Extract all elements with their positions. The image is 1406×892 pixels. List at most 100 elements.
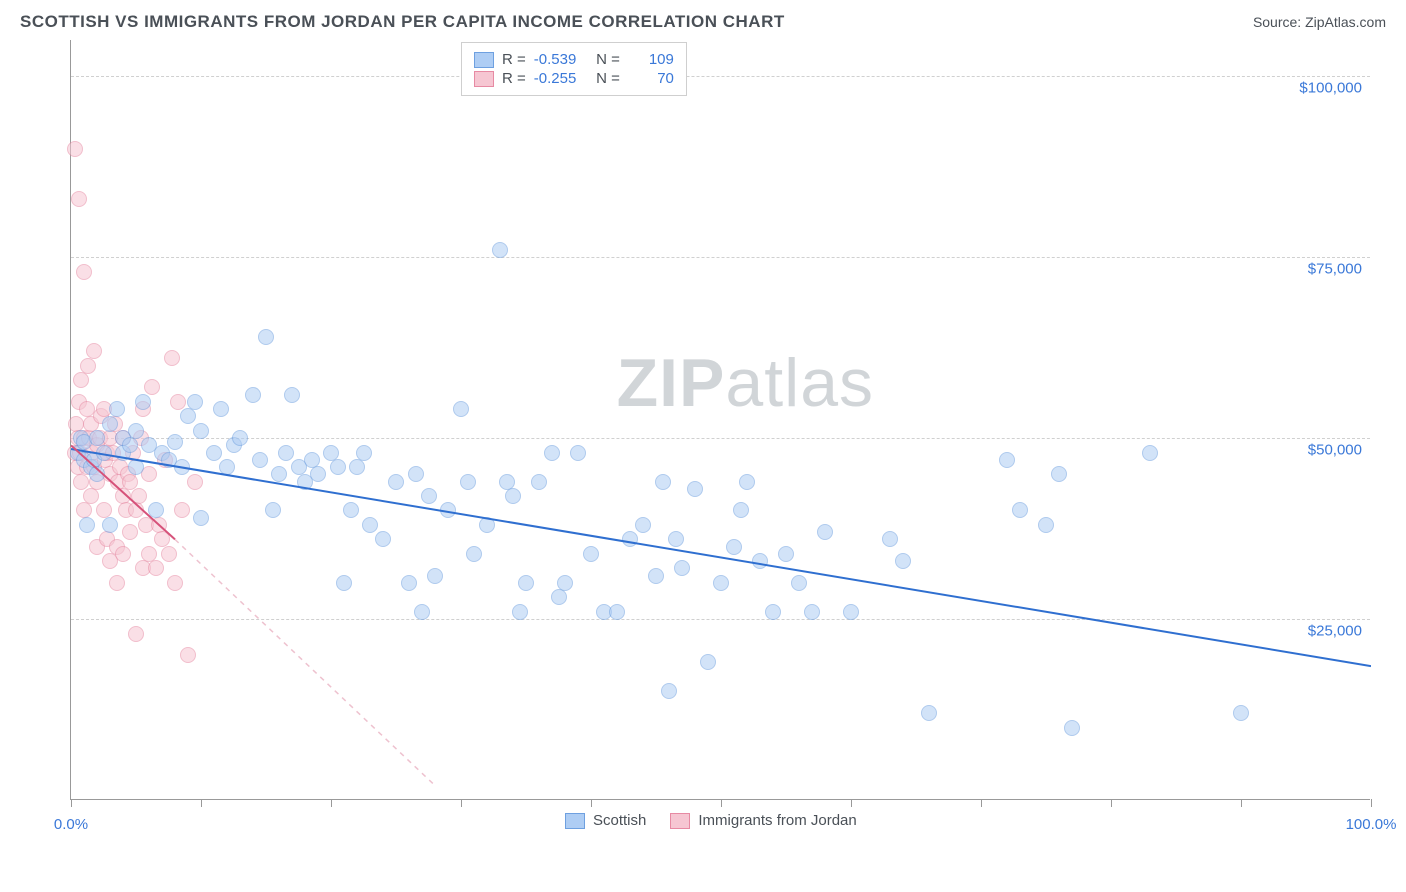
legend-swatch <box>474 52 494 68</box>
data-point <box>122 524 138 540</box>
data-point <box>206 445 222 461</box>
data-point <box>271 466 287 482</box>
chart-title: SCOTTISH VS IMMIGRANTS FROM JORDAN PER C… <box>20 12 785 32</box>
data-point <box>67 141 83 157</box>
data-point <box>421 488 437 504</box>
data-point <box>343 502 359 518</box>
data-point <box>700 654 716 670</box>
x-tick-label: 100.0% <box>1346 816 1397 833</box>
data-point <box>83 488 99 504</box>
data-point <box>713 575 729 591</box>
stats-row: R =-0.255 N =70 <box>474 70 674 87</box>
data-point <box>518 575 534 591</box>
data-point <box>1012 502 1028 518</box>
data-point <box>648 568 664 584</box>
data-point <box>213 401 229 417</box>
gridline <box>71 76 1370 77</box>
x-tick <box>591 799 592 807</box>
x-tick <box>721 799 722 807</box>
stat-r-value: -0.539 <box>534 51 580 68</box>
data-point <box>895 553 911 569</box>
x-tick <box>461 799 462 807</box>
data-point <box>882 531 898 547</box>
stat-r-value: -0.255 <box>534 70 580 87</box>
legend-swatch <box>474 71 494 87</box>
data-point <box>109 401 125 417</box>
data-point <box>466 546 482 562</box>
x-tick <box>851 799 852 807</box>
data-point <box>817 524 833 540</box>
stat-n-value: 109 <box>628 51 674 68</box>
data-point <box>778 546 794 562</box>
stat-n-label: N = <box>588 70 620 87</box>
data-point <box>661 683 677 699</box>
data-point <box>89 466 105 482</box>
data-point <box>531 474 547 490</box>
data-point <box>765 604 781 620</box>
data-point <box>544 445 560 461</box>
x-tick <box>1241 799 1242 807</box>
y-tick-label: $75,000 <box>1308 261 1362 278</box>
data-point <box>310 466 326 482</box>
data-point <box>148 502 164 518</box>
data-point <box>167 434 183 450</box>
data-point <box>440 502 456 518</box>
data-point <box>460 474 476 490</box>
data-point <box>622 531 638 547</box>
x-tick-label: 0.0% <box>54 816 88 833</box>
data-point <box>174 502 190 518</box>
data-point <box>375 531 391 547</box>
data-point <box>921 705 937 721</box>
stat-r-label: R = <box>502 70 526 87</box>
data-point <box>1233 705 1249 721</box>
data-point <box>408 466 424 482</box>
data-point <box>330 459 346 475</box>
data-point <box>232 430 248 446</box>
data-point <box>1064 720 1080 736</box>
data-point <box>388 474 404 490</box>
data-point <box>170 394 186 410</box>
data-point <box>401 575 417 591</box>
data-point <box>356 445 372 461</box>
data-point <box>80 358 96 374</box>
data-point <box>102 517 118 533</box>
data-point <box>453 401 469 417</box>
gridline <box>71 438 1370 439</box>
data-point <box>102 416 118 432</box>
source-label: Source: ZipAtlas.com <box>1253 14 1386 30</box>
data-point <box>843 604 859 620</box>
y-tick-label: $25,000 <box>1308 623 1362 640</box>
data-point <box>131 488 147 504</box>
data-point <box>252 452 268 468</box>
data-point <box>1142 445 1158 461</box>
data-point <box>193 423 209 439</box>
data-point <box>135 394 151 410</box>
data-point <box>109 575 125 591</box>
data-point <box>180 408 196 424</box>
stats-legend: R =-0.539 N =109R =-0.255 N =70 <box>461 42 687 96</box>
data-point <box>86 343 102 359</box>
data-point <box>115 546 131 562</box>
data-point <box>505 488 521 504</box>
data-point <box>733 502 749 518</box>
data-point <box>76 502 92 518</box>
data-point <box>557 575 573 591</box>
data-point <box>73 474 89 490</box>
data-point <box>245 387 261 403</box>
data-point <box>414 604 430 620</box>
data-point <box>570 445 586 461</box>
data-point <box>187 474 203 490</box>
y-tick-label: $50,000 <box>1308 442 1362 459</box>
data-point <box>791 575 807 591</box>
data-point <box>687 481 703 497</box>
data-point <box>609 604 625 620</box>
data-point <box>128 626 144 642</box>
data-point <box>115 488 131 504</box>
trend-lines <box>71 40 1371 800</box>
data-point <box>265 502 281 518</box>
data-point <box>96 445 112 461</box>
x-tick <box>201 799 202 807</box>
data-point <box>148 560 164 576</box>
header: SCOTTISH VS IMMIGRANTS FROM JORDAN PER C… <box>0 0 1406 40</box>
data-point <box>362 517 378 533</box>
